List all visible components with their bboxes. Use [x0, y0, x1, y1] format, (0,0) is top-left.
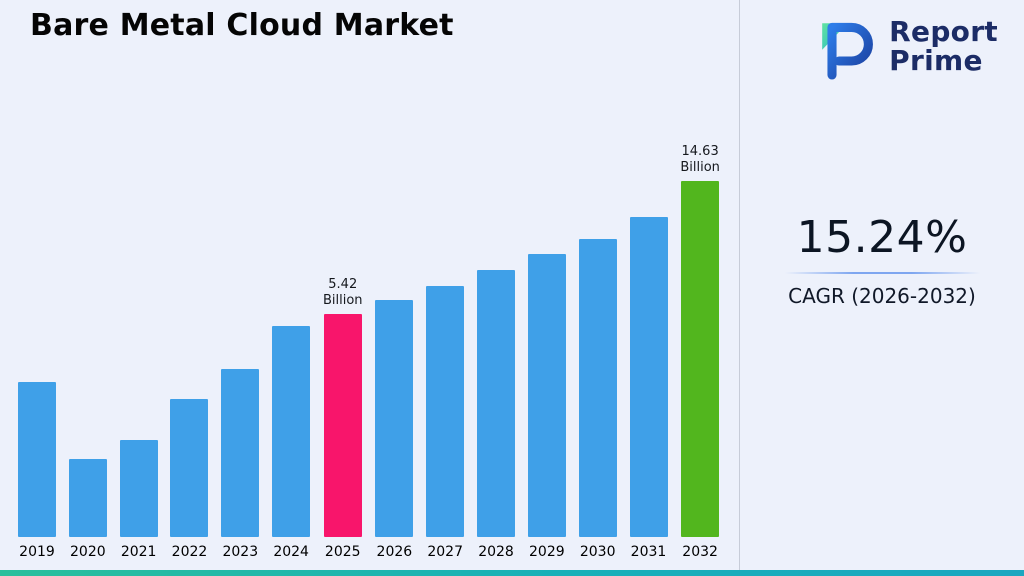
bar-2028 [477, 270, 516, 537]
bar-2032 [681, 181, 720, 537]
bar-column-2030: 2030 [578, 239, 617, 560]
x-tick-2031: 2031 [630, 544, 667, 560]
bar-2030 [578, 239, 617, 537]
bar-column-2026: 2026 [375, 300, 414, 560]
x-tick-2032: 2032 [682, 544, 718, 560]
logo-text: Report Prime [889, 18, 998, 75]
data-label-2032: 14.63 Billion [680, 143, 720, 175]
bar-column-2025: 5.42 Billion 2025 [323, 277, 363, 561]
x-tick-2025: 2025 [324, 544, 361, 560]
cagr-caption: CAGR (2026-2032) [788, 284, 976, 308]
x-tick-2021: 2021 [120, 544, 157, 560]
bar-2020 [68, 459, 107, 537]
bar-column-2031: 2031 [629, 217, 668, 560]
bar-column-2023: 2023 [221, 369, 260, 560]
x-tick-2022: 2022 [171, 544, 208, 560]
bar-column-2027: 2027 [426, 286, 465, 560]
bar-2019 [18, 382, 56, 537]
x-tick-2019: 2019 [19, 544, 55, 560]
bar-column-2019: 2019 [18, 382, 56, 560]
bar-2024 [272, 326, 311, 537]
x-tick-2020: 2020 [70, 544, 106, 560]
logo-text-report: Report [889, 15, 998, 49]
vertical-divider [739, 0, 740, 570]
x-tick-2027: 2027 [427, 544, 463, 560]
bar-2026 [375, 300, 414, 537]
bar-2021 [119, 440, 158, 537]
reportprime-logo: Report Prime [811, 12, 998, 82]
bar-column-2020: 2020 [68, 459, 107, 560]
bar-chart: 2019 2020 2021 2022 2023 2024 5.42 Billion 2025 2… [18, 144, 720, 561]
page-title: Bare Metal Cloud Market [30, 8, 454, 43]
stat-underline [784, 272, 980, 274]
bar-2022 [170, 399, 209, 537]
data-label-2025: 5.42 Billion [322, 276, 363, 308]
x-tick-2026: 2026 [376, 544, 413, 560]
bar-2025 [323, 314, 362, 537]
bar-2027 [426, 286, 465, 537]
right-panel: Report Prime 15.24% CAGR (2026-2032) [740, 0, 1024, 570]
bar-column-2029: 2029 [527, 254, 566, 560]
x-tick-2029: 2029 [529, 544, 565, 560]
bar-2031 [629, 217, 668, 537]
bottom-accent-bar [0, 570, 1024, 576]
logo-text-prime: Prime [889, 44, 983, 77]
bar-column-2028: 2028 [477, 270, 516, 560]
x-tick-2030: 2030 [579, 544, 616, 560]
bar-2023 [221, 369, 260, 537]
bar-2029 [527, 254, 566, 537]
bar-column-2022: 2022 [170, 399, 209, 560]
bar-column-2024: 2024 [272, 326, 311, 560]
x-tick-2028: 2028 [478, 544, 514, 560]
x-tick-2024: 2024 [273, 544, 309, 560]
bar-column-2032: 14.63 Billion 2032 [680, 144, 720, 561]
bar-column-2021: 2021 [119, 440, 158, 560]
cagr-stat: 15.24% CAGR (2026-2032) [784, 212, 980, 308]
reportprime-logo-icon [822, 22, 874, 80]
cagr-value: 15.24% [796, 212, 968, 263]
x-tick-2023: 2023 [222, 544, 259, 560]
